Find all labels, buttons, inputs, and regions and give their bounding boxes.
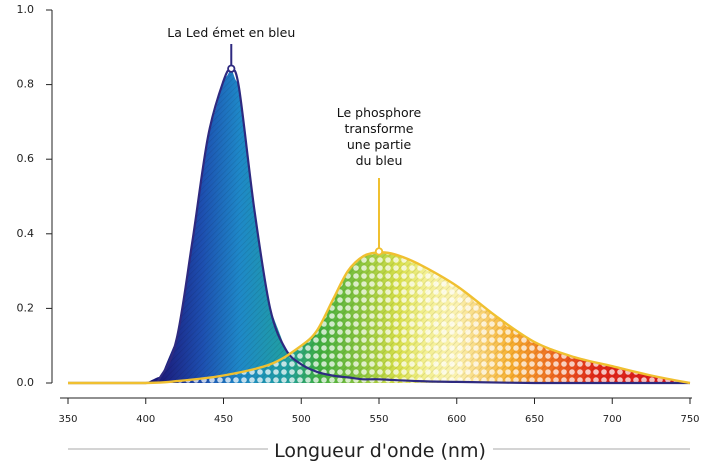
x-tick-label: 650 — [525, 414, 544, 425]
x-axis-label: Longueur d'onde (nm) — [274, 440, 486, 462]
phosphor-annotation-text: une partie — [347, 137, 412, 152]
y-tick-label: 0.0 — [17, 376, 35, 389]
led-annotation-text: La Led émet en bleu — [167, 25, 295, 40]
spectrum-fill-layer — [68, 68, 691, 385]
spectrum-hatch — [68, 69, 690, 383]
phosphor-annotation-text: du bleu — [356, 153, 403, 168]
x-tick-label: 400 — [136, 414, 155, 425]
x-tick-label: 500 — [292, 414, 311, 425]
x-tick-label: 750 — [680, 414, 699, 425]
led-peak-marker — [227, 64, 236, 73]
phosphor-emission-line — [68, 251, 691, 385]
x-tick-label: 550 — [369, 414, 388, 425]
x-tick-label: 350 — [58, 414, 77, 425]
phosphor-peak-marker — [374, 247, 384, 256]
y-tick-label: 1.0 — [17, 3, 35, 16]
y-tick-label: 0.2 — [17, 301, 35, 314]
y-tick-label: 0.6 — [17, 152, 35, 165]
x-tick-label: 700 — [603, 414, 622, 425]
x-tick-label: 450 — [214, 414, 233, 425]
y-axis: 0.0 0.2 0.4 0.6 0.8 1.0 — [17, 3, 53, 389]
y-tick-label: 0.4 — [17, 227, 35, 240]
x-tick-label: 600 — [447, 414, 466, 425]
phosphor-annotation-text: Le phosphore — [337, 105, 422, 120]
phosphor-annotation-text: transforme — [345, 121, 414, 136]
annotation-layer: La Led émet en bleu Le phosphoretransform… — [167, 25, 422, 256]
x-axis: 350 400 450 500 550 600 650 700 750 — [58, 397, 700, 450]
phosphor-dot-texture — [68, 252, 690, 383]
led-blue-emission-line — [68, 68, 690, 385]
y-tick-label: 0.8 — [17, 78, 35, 91]
